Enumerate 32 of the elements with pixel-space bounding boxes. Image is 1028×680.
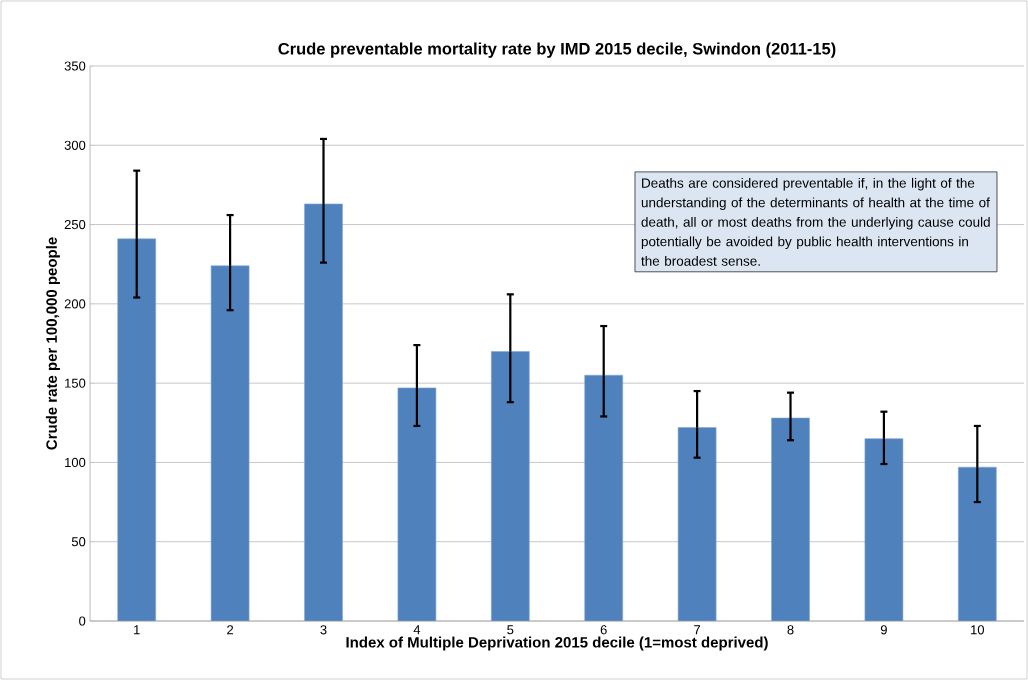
bar bbox=[210, 265, 250, 621]
x-tick-label: 2 bbox=[227, 625, 234, 635]
x-tick-label: 5 bbox=[507, 625, 514, 635]
x-tick-label: 3 bbox=[320, 625, 327, 635]
y-axis-title: Crude rate per 100,000 people bbox=[45, 237, 60, 450]
bar bbox=[864, 438, 904, 621]
chart-title: Crude preventable mortality rate by IMD 2015 decile, Swindon (2011-15) bbox=[278, 42, 836, 58]
y-tick-label: 100 bbox=[65, 457, 86, 468]
bar bbox=[771, 417, 810, 621]
x-tick-label: 1 bbox=[134, 625, 140, 635]
x-tick-label: 10 bbox=[971, 625, 985, 635]
bar bbox=[117, 238, 156, 621]
y-tick-label: 200 bbox=[64, 299, 86, 309]
y-tick-label: 150 bbox=[65, 378, 86, 388]
bar bbox=[677, 427, 717, 621]
x-tick-label: 8 bbox=[787, 625, 794, 635]
y-tick-label: 300 bbox=[64, 140, 86, 150]
bar bbox=[304, 203, 343, 621]
x-tick-label: 4 bbox=[413, 625, 421, 635]
x-tick-label: 9 bbox=[880, 625, 887, 635]
x-axis-title: Index of Multiple Deprivation 2015 decile (1=most deprived) bbox=[346, 636, 768, 651]
bar bbox=[397, 387, 437, 621]
bar bbox=[491, 351, 530, 621]
bar bbox=[584, 374, 624, 621]
annotation: Deaths are considered preventable if, in the light of the understanding of the determinants of health at the time of death, all or most deaths from the underlying cause could potentially be avoided by public health interventions in the broadest sense. bbox=[641, 177, 990, 266]
y-tick-label: 0 bbox=[79, 616, 86, 626]
bar bbox=[958, 466, 997, 621]
x-tick-label: 6 bbox=[600, 625, 607, 635]
y-tick-label: 250 bbox=[64, 219, 86, 230]
x-tick-label: 7 bbox=[694, 625, 701, 635]
y-tick-label: 350 bbox=[64, 61, 86, 71]
y-tick-label: 50 bbox=[71, 537, 86, 547]
